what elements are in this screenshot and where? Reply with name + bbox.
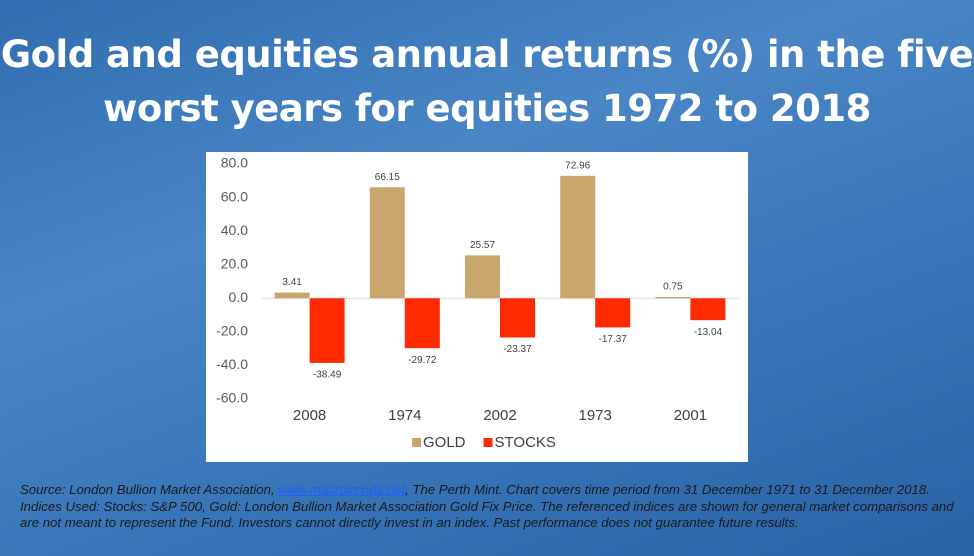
footer-text: Source: London Bullion Market Associatio… [20,482,279,497]
value-label: 72.96 [565,160,590,171]
x-tick-label: 1973 [579,407,612,424]
legend-label: GOLD [423,434,466,451]
x-tick-label: 2008 [293,407,326,424]
x-tick-label: 2002 [483,407,516,424]
value-label: -13.04 [694,327,723,338]
chart-box: 80.0 60.0 40.0 20.0 0.0 -20.0 -40.0 -60.0 2008 19… [206,152,748,462]
legend-swatch [412,438,421,447]
bar [404,298,440,349]
value-label: 0.75 [663,282,683,293]
bar [465,255,500,299]
x-tick-label: 2001 [674,407,707,424]
value-label: -29.72 [408,355,437,366]
y-tick-label: 40.0 [221,222,248,238]
value-label: 66.15 [375,172,400,183]
x-tick-label: 1974 [388,407,421,424]
bar [655,297,691,299]
legend-swatch [483,438,493,447]
bar [595,298,631,328]
y-tick-label: 20.0 [221,255,248,271]
footer-text: , The Perth Mint. Chart covers time peri… [20,482,954,530]
value-label: -17.37 [599,334,628,345]
value-label: -23.37 [503,344,532,355]
footer: Source: London Bullion Market Associatio… [20,482,955,532]
y-tick-label: -40.0 [216,356,248,372]
chart: 80.0 60.0 40.0 20.0 0.0 -20.0 -40.0 -60.0 2008 19… [216,155,738,451]
bar [690,298,726,321]
y-tick-label: -20.0 [216,323,248,339]
bar [274,292,310,299]
bar [369,187,405,299]
bar [500,298,535,338]
legend-label: STOCKS [495,434,556,451]
footer-link[interactable]: www.macrotrends.net [278,482,406,497]
slide-title: Gold and equities annual returns (%) in … [0,33,974,130]
y-tick-label: -60.0 [216,390,248,406]
y-tick-label: 60.0 [221,188,248,204]
bar [560,175,596,299]
value-label: 3.41 [282,277,302,288]
value-label: -38.49 [313,370,342,381]
y-tick-label: 80.0 [221,155,248,171]
value-label: 25.57 [470,240,495,251]
bar [309,298,345,363]
y-tick-label: 0.0 [229,289,249,305]
